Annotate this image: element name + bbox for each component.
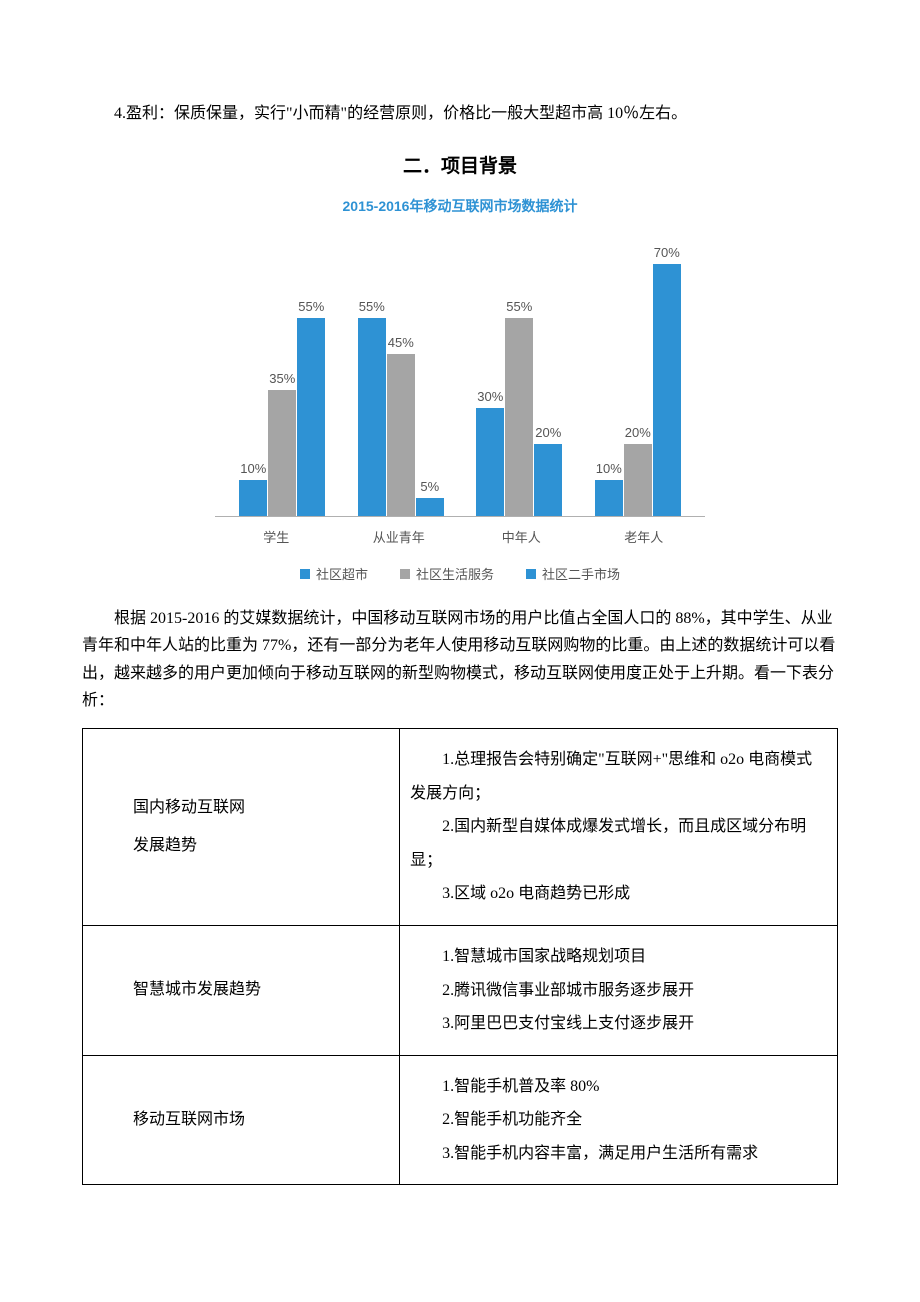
bar-rect <box>653 264 681 516</box>
bar-rect <box>595 480 623 516</box>
bar-rect <box>505 318 533 516</box>
chart-group: 10% 20% 70% <box>595 245 681 516</box>
chart-bar: 70% <box>653 245 681 516</box>
table-item: 3.区域 o2o 电商趋势已形成 <box>410 877 827 911</box>
table-row: 国内移动互联网发展趋势1.总理报告会特别确定"互联网+"思维和 o2o 电商模式… <box>83 728 838 925</box>
table-cell-right: 1.智慧城市国家战略规划项目2.腾讯微信事业部城市服务逐步展开3.阿里巴巴支付宝… <box>400 925 838 1055</box>
table-item: 3.智能手机内容丰富，满足用户生活所有需求 <box>410 1137 827 1171</box>
chart-bar: 35% <box>268 371 296 516</box>
chart-group: 30% 55% 20% <box>476 299 562 516</box>
bar-rect <box>297 318 325 516</box>
table-cell-left: 国内移动互联网发展趋势 <box>83 728 400 925</box>
x-axis-label: 老年人 <box>599 527 689 546</box>
bar-chart: 2015-2016年移动互联网市场数据统计 10% 35% 55% 55% 45% 5% 3… <box>215 196 705 583</box>
legend-swatch <box>526 569 536 579</box>
chart-bar: 5% <box>416 479 444 516</box>
section-title: 二．项目背景 <box>82 151 838 178</box>
chart-bar: 55% <box>297 299 325 516</box>
x-axis-label: 从业青年 <box>354 527 444 546</box>
chart-title: 2015-2016年移动互联网市场数据统计 <box>215 196 705 216</box>
table-row: 移动互联网市场1.智能手机普及率 80%2.智能手机功能齐全3.智能手机内容丰富… <box>83 1055 838 1185</box>
analysis-table: 国内移动互联网发展趋势1.总理报告会特别确定"互联网+"思维和 o2o 电商模式… <box>82 728 838 1186</box>
x-axis-label: 学生 <box>231 527 321 546</box>
legend-label: 社区超市 <box>316 564 368 583</box>
legend-item: 社区超市 <box>300 564 368 583</box>
table-cell-left: 智慧城市发展趋势 <box>83 925 400 1055</box>
bar-value-label: 70% <box>654 245 680 260</box>
table-item: 2.腾讯微信事业部城市服务逐步展开 <box>410 974 827 1008</box>
chart-x-axis: 学生 从业青年 中年人 老年人 <box>215 516 705 546</box>
bar-value-label: 5% <box>420 479 439 494</box>
table-item: 2.国内新型自媒体成爆发式增长，而且成区域分布明显； <box>410 810 827 877</box>
bar-rect <box>534 444 562 516</box>
bar-value-label: 30% <box>477 389 503 404</box>
chart-plot-area: 10% 35% 55% 55% 45% 5% 30% 55% 20% 10% 20% 70% <box>215 228 705 516</box>
bar-value-label: 55% <box>359 299 385 314</box>
chart-bar: 55% <box>358 299 386 516</box>
bar-rect <box>358 318 386 516</box>
table-cell-right: 1.智能手机普及率 80%2.智能手机功能齐全3.智能手机内容丰富，满足用户生活… <box>400 1055 838 1185</box>
chart-bar: 45% <box>387 335 415 516</box>
table-item: 1.智慧城市国家战略规划项目 <box>410 940 827 974</box>
bar-value-label: 20% <box>535 425 561 440</box>
chart-bar: 10% <box>595 461 623 516</box>
bar-rect <box>268 390 296 516</box>
legend-item: 社区生活服务 <box>400 564 494 583</box>
chart-bar: 10% <box>239 461 267 516</box>
table-row: 智慧城市发展趋势1.智慧城市国家战略规划项目2.腾讯微信事业部城市服务逐步展开3… <box>83 925 838 1055</box>
x-axis-label: 中年人 <box>476 527 566 546</box>
bar-value-label: 20% <box>625 425 651 440</box>
table-item: 3.阿里巴巴支付宝线上支付逐步展开 <box>410 1007 827 1041</box>
bar-value-label: 45% <box>388 335 414 350</box>
legend-label: 社区二手市场 <box>542 564 620 583</box>
bar-value-label: 55% <box>506 299 532 314</box>
table-item: 2.智能手机功能齐全 <box>410 1103 827 1137</box>
table-item: 1.总理报告会特别确定"互联网+"思维和 o2o 电商模式发展方向； <box>410 743 827 810</box>
table-cell-right: 1.总理报告会特别确定"互联网+"思维和 o2o 电商模式发展方向；2.国内新型… <box>400 728 838 925</box>
bar-rect <box>239 480 267 516</box>
chart-bar: 30% <box>476 389 504 516</box>
legend-label: 社区生活服务 <box>416 564 494 583</box>
bar-rect <box>387 354 415 516</box>
chart-bar: 55% <box>505 299 533 516</box>
bar-value-label: 55% <box>298 299 324 314</box>
legend-swatch <box>300 569 310 579</box>
bar-value-label: 10% <box>596 461 622 476</box>
table-item: 1.智能手机普及率 80% <box>410 1070 827 1104</box>
legend-swatch <box>400 569 410 579</box>
intro-paragraph: 4.盈利：保质保量，实行"小而精"的经营原则，价格比一般大型超市高 10％左右。 <box>82 100 838 127</box>
bar-rect <box>416 498 444 516</box>
legend-item: 社区二手市场 <box>526 564 620 583</box>
chart-bar: 20% <box>534 425 562 516</box>
bar-rect <box>476 408 504 516</box>
bar-value-label: 10% <box>240 461 266 476</box>
chart-legend: 社区超市 社区生活服务 社区二手市场 <box>215 564 705 583</box>
chart-group: 10% 35% 55% <box>239 299 325 516</box>
bar-value-label: 35% <box>269 371 295 386</box>
chart-bar: 20% <box>624 425 652 516</box>
chart-group: 55% 45% 5% <box>358 299 444 516</box>
table-cell-left: 移动互联网市场 <box>83 1055 400 1185</box>
analysis-paragraph: 根据 2015-2016 的艾媒数据统计，中国移动互联网市场的用户比值占全国人口… <box>82 605 838 714</box>
bar-rect <box>624 444 652 516</box>
